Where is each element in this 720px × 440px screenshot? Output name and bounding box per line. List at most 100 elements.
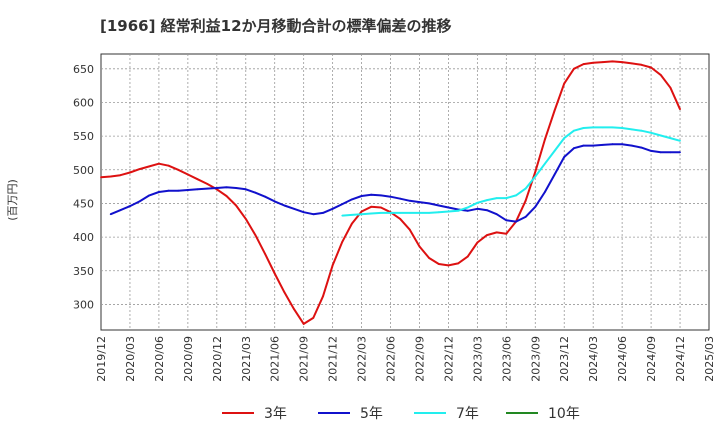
data-point (592, 126, 595, 129)
data-point (582, 144, 585, 147)
data-point (640, 63, 643, 66)
data-point (138, 200, 141, 203)
data-point (437, 211, 440, 214)
data-point (640, 129, 643, 132)
y-axis-label: (百万円) (6, 179, 19, 221)
y-tick-label: 650 (73, 63, 94, 76)
data-point (177, 189, 180, 192)
data-point (437, 263, 440, 265)
data-point (621, 127, 623, 129)
data-point (389, 195, 392, 198)
data-point (650, 131, 652, 134)
data-point (196, 178, 199, 181)
x-tick-label: 2020/06 (153, 336, 166, 382)
data-point (206, 183, 209, 185)
data-point (331, 264, 334, 267)
data-point (341, 214, 344, 217)
data-point (331, 207, 334, 210)
data-point (360, 213, 363, 216)
data-point (476, 241, 479, 244)
data-point (360, 195, 363, 197)
data-point (293, 207, 295, 210)
data-point (679, 139, 681, 142)
y-axis-ticks: 300 350 400 450 500 550 600 650 (73, 63, 94, 312)
data-point (254, 191, 257, 194)
data-point (264, 195, 266, 198)
legend-label: 3年 (264, 406, 287, 422)
data-point (621, 143, 623, 146)
data-point (466, 255, 469, 258)
data-point (437, 204, 440, 207)
x-tick-label: 2024/12 (674, 336, 687, 382)
data-point (273, 200, 276, 203)
data-point (138, 168, 141, 171)
data-point (428, 257, 430, 259)
data-point (418, 245, 421, 248)
data-point (679, 151, 681, 154)
data-point (563, 82, 566, 85)
data-point (544, 162, 546, 165)
data-point (601, 126, 604, 129)
data-point (573, 67, 575, 70)
data-point (399, 212, 402, 214)
data-point (408, 228, 411, 231)
data-point (573, 147, 575, 150)
data-point (495, 231, 498, 234)
data-point (650, 66, 652, 69)
y-tick-label: 450 (73, 197, 94, 210)
data-point (370, 212, 373, 215)
data-point (495, 213, 498, 216)
data-point (408, 212, 411, 214)
x-tick-label: 2023/03 (471, 336, 484, 382)
data-point (264, 253, 266, 255)
data-point (158, 162, 160, 165)
data-point (669, 86, 672, 89)
data-point (351, 198, 353, 201)
data-point (630, 128, 633, 131)
data-point (534, 170, 537, 173)
x-tick-label: 2021/09 (298, 336, 311, 382)
data-point (476, 207, 479, 210)
data-point (254, 234, 257, 237)
legend-item: 3年 (222, 406, 287, 422)
data-point (553, 150, 556, 152)
data-point (534, 175, 537, 178)
x-tick-label: 2021/12 (327, 336, 340, 382)
data-point (119, 209, 122, 212)
data-point (563, 156, 566, 158)
data-point (505, 197, 508, 200)
data-point (582, 127, 585, 129)
data-point (630, 144, 633, 147)
data-point (476, 201, 479, 204)
data-point (244, 188, 247, 191)
x-tick-label: 2024/06 (616, 336, 629, 382)
series-line (342, 126, 681, 217)
data-point (428, 212, 430, 214)
x-tick-label: 2025/03 (703, 336, 716, 382)
data-point (486, 234, 488, 237)
data-point (283, 204, 286, 207)
data-point (534, 205, 537, 208)
data-point (129, 171, 131, 174)
data-point (611, 126, 614, 129)
data-point (206, 187, 209, 190)
data-point (370, 205, 373, 208)
data-point (573, 129, 575, 132)
data-point (669, 137, 672, 140)
data-point (360, 210, 363, 213)
y-tick-label: 500 (73, 164, 94, 177)
data-point (601, 144, 604, 146)
data-point (544, 191, 546, 193)
data-point (611, 143, 614, 146)
data-point (293, 308, 295, 310)
data-point (650, 150, 652, 152)
x-tick-label: 2024/03 (587, 336, 600, 382)
data-point (158, 191, 160, 193)
data-point (515, 194, 517, 197)
data-point (505, 232, 508, 235)
legend-item: 5年 (318, 406, 383, 422)
data-point (196, 188, 199, 191)
series-line (110, 143, 680, 223)
data-point (563, 137, 566, 140)
